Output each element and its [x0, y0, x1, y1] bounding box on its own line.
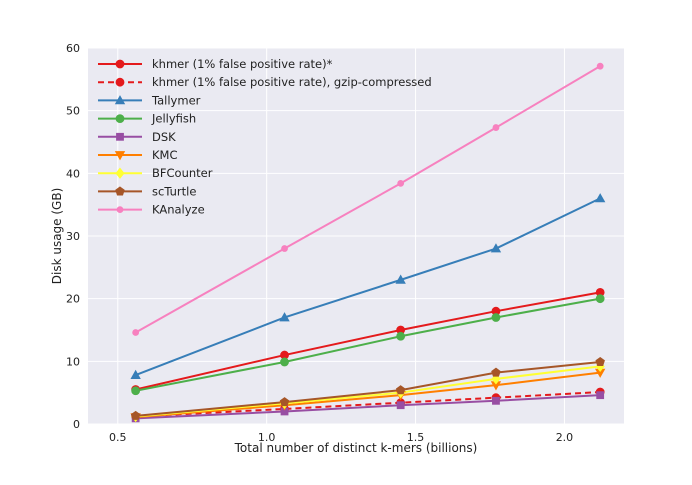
legend-label-jellyfish: Jellyfish — [151, 112, 196, 126]
legend-label-tallymer: Tallymer — [151, 93, 201, 107]
data-point-kanalyze — [397, 179, 405, 187]
x-axis-label: Total number of distinct k-mers (billion… — [234, 441, 478, 455]
data-point-scturtle — [130, 410, 141, 420]
data-point-dsk — [492, 396, 500, 405]
data-point-scturtle — [491, 367, 501, 377]
data-point-tallymer — [490, 243, 502, 253]
legend-label-bfcounter: BFCounter — [152, 166, 213, 180]
data-point-kanalyze — [132, 329, 140, 336]
data-point-scturtle — [395, 385, 406, 395]
y-tick-label: 40 — [66, 167, 80, 180]
legend-marker-jellyfish — [115, 114, 125, 123]
series-markers — [130, 62, 606, 423]
y-axis-label: Disk usage (GB) — [50, 188, 64, 285]
x-tick-labels: 0.5 1.0 1.5 2.0 — [109, 431, 573, 444]
data-point-jellyfish — [491, 313, 501, 322]
legend-marker-dsk — [116, 132, 124, 141]
y-tick-label: 10 — [66, 355, 80, 368]
data-point-tallymer — [395, 274, 406, 284]
data-point-dsk — [396, 401, 405, 410]
legend-label-khmer-1-false-positive-rate: khmer (1% false positive rate)* — [152, 57, 333, 71]
data-point-scturtle — [595, 356, 605, 367]
data-point-tallymer — [279, 312, 290, 322]
legend: khmer (1% false positive rate)* khmer (1%… — [98, 57, 432, 217]
data-point-kanalyze — [281, 245, 288, 252]
legend-label-scturtle: scTurtle — [152, 184, 196, 198]
legend-marker-tallymer — [114, 95, 126, 105]
legend-marker-bfcounter — [115, 167, 125, 179]
legend-label-kmc: KMC — [152, 148, 178, 162]
x-tick-label: 0.5 — [109, 431, 127, 444]
legend-marker-scturtle — [115, 186, 125, 196]
data-point-jellyfish — [396, 331, 406, 341]
data-point-tallymer — [594, 193, 606, 203]
data-point-jellyfish — [595, 294, 605, 304]
legend-label-khmer-1-false-positive-rate-gzip-compressed: khmer (1% false positive rate), gzip-com… — [152, 75, 432, 89]
legend-label-dsk: DSK — [152, 130, 176, 144]
y-tick-label: 50 — [66, 105, 80, 118]
grid — [88, 47, 624, 425]
y-tick-label: 60 — [66, 42, 80, 55]
legend-marker-khmer-1-false-positive-rate — [115, 59, 125, 69]
y-tick-label: 0 — [73, 418, 80, 431]
data-point-kanalyze — [492, 124, 500, 131]
data-point-jellyfish — [131, 386, 141, 396]
y-tick-labels: 0 10 20 30 40 50 60 — [66, 42, 80, 431]
y-tick-label: 30 — [66, 230, 80, 243]
y-tick-label: 20 — [66, 293, 80, 306]
data-point-jellyfish — [280, 357, 289, 367]
legend-label-kanalyze: KAnalyze — [152, 203, 205, 217]
legend-marker-kmc — [114, 151, 126, 161]
legend-marker-khmer-1-false-positive-rate-gzip-compressed — [115, 77, 125, 87]
x-tick-label: 1.5 — [407, 431, 425, 444]
data-point-kanalyze — [596, 62, 604, 70]
x-tick-label: 2.0 — [556, 431, 574, 444]
data-point-scturtle — [279, 397, 290, 407]
legend-marker-kanalyze — [116, 206, 124, 214]
data-point-tallymer — [130, 369, 141, 380]
data-point-dsk — [596, 391, 605, 400]
x-tick-label: 1.0 — [258, 431, 276, 444]
